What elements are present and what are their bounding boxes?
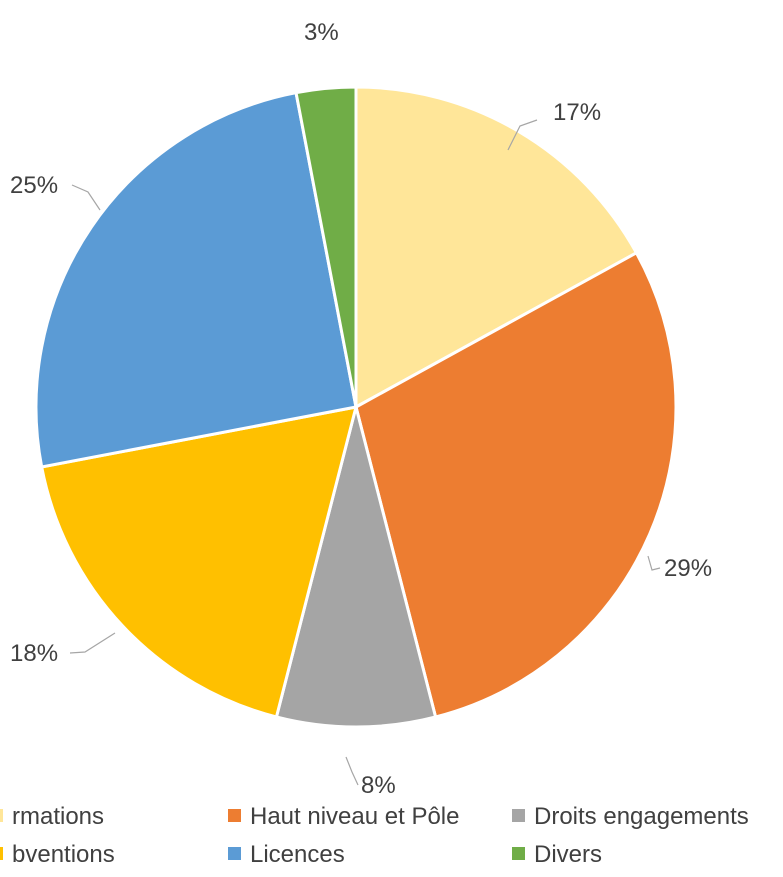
- data-label-leader: [507, 119, 538, 151]
- data-label: 8%: [361, 772, 396, 799]
- pie-slice-divers: [294, 85, 358, 408]
- legend-entry: rmations: [0, 803, 104, 830]
- pie-slices: [34, 85, 678, 729]
- legend-swatch: [0, 847, 3, 860]
- data-label: 25%: [10, 172, 58, 199]
- legend-entry: Haut niveau et Pôle: [228, 803, 459, 830]
- legend-swatch: [228, 809, 241, 822]
- data-label-leader: [69, 632, 116, 654]
- legend-swatch: [512, 847, 525, 860]
- legend-entry: Droits engagements: [512, 803, 749, 830]
- legend-label: rmations: [12, 803, 104, 830]
- data-labels: 17% 29% 8% 18% 25% 3%: [10, 19, 712, 799]
- legend-label: Haut niveau et Pôle: [250, 803, 459, 830]
- legend-label: Divers: [534, 841, 602, 868]
- data-label: 29%: [664, 555, 712, 582]
- data-label-leader: [345, 756, 359, 786]
- legend-swatch: [228, 847, 241, 860]
- legend-entry: bventions: [0, 841, 115, 868]
- legend-entry: Licences: [228, 841, 345, 868]
- pie-slice-affiliations: [354, 85, 639, 410]
- pie-slice-haut-niveau-et-p-le: [354, 250, 678, 719]
- data-label: 3%: [304, 19, 339, 46]
- pie-slice-droits-engagements: [274, 406, 438, 729]
- data-label-leaders: [69, 119, 661, 786]
- data-label: 18%: [10, 640, 58, 667]
- legend-label: Droits engagements: [534, 803, 749, 830]
- legend-swatch: [0, 809, 3, 822]
- legend-swatch: [512, 809, 525, 822]
- legend-label: Licences: [250, 841, 345, 868]
- data-label: 17%: [553, 99, 601, 126]
- data-label-leader: [71, 184, 101, 211]
- data-label-leader: [647, 555, 661, 571]
- legend-label: bventions: [12, 841, 115, 868]
- legend-entry: Divers: [512, 841, 602, 868]
- pie-slice-subventions: [39, 405, 359, 719]
- legend: rmations Haut niveau et Pôle Droits engage…: [0, 803, 749, 868]
- pie-slice-licences: [34, 90, 358, 469]
